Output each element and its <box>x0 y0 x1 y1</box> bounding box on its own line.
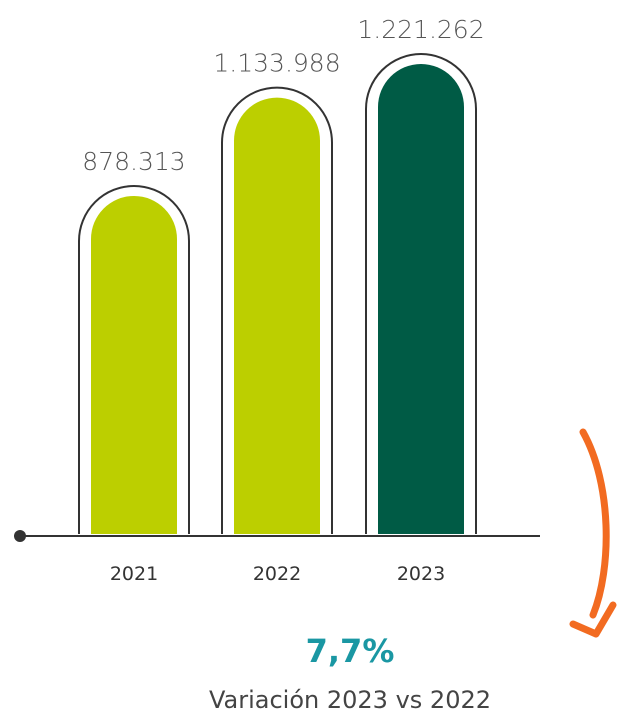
orange-curved-arrow <box>579 428 610 619</box>
value-label-2023: 1.221.262 <box>357 15 484 44</box>
variation-label: Variación 2023 vs 2022 <box>208 686 491 714</box>
category-label-2022: 2022 <box>253 563 301 585</box>
x-axis-origin-dot <box>14 530 26 542</box>
value-label-2022: 1.133.988 <box>213 49 340 78</box>
variation-value: 7,7% <box>305 632 395 670</box>
category-label-2021: 2021 <box>110 563 158 585</box>
bar-2021 <box>91 195 177 534</box>
orange-arrow-head <box>569 601 617 638</box>
category-label-2023: 2023 <box>397 563 445 585</box>
value-label-2021: 878.313 <box>82 147 185 176</box>
bar-2022 <box>234 97 320 535</box>
bar-2023 <box>378 64 464 534</box>
